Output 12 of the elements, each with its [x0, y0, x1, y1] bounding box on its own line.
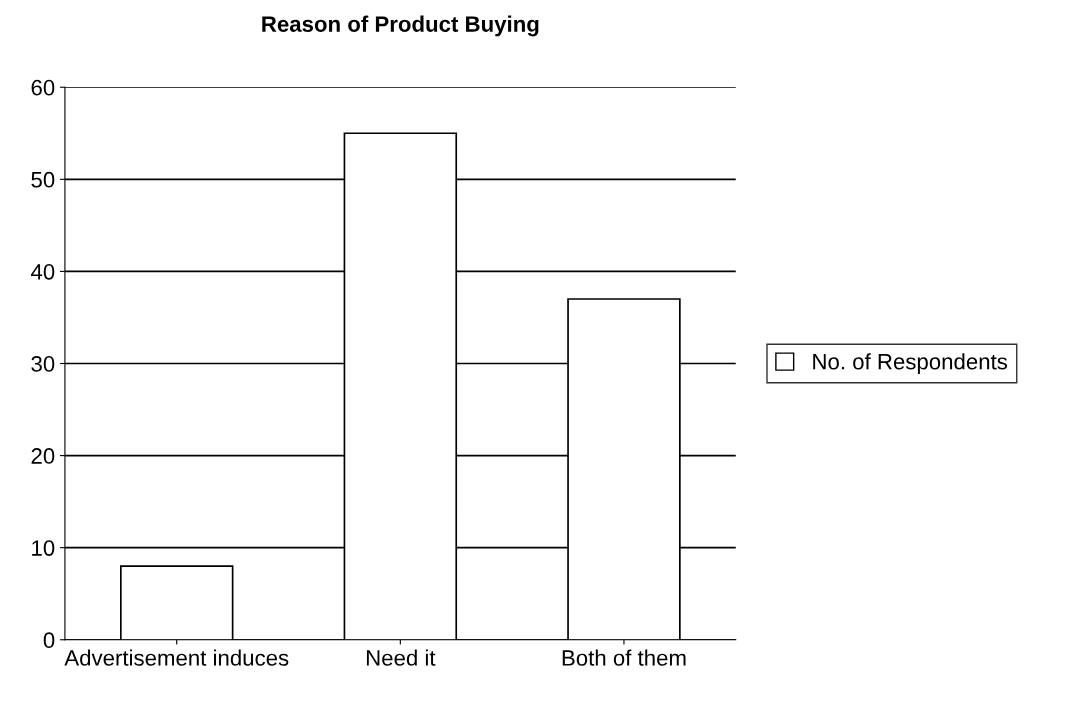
y-tick-label: 30 [31, 356, 55, 372]
chart-title: Reason of Product Buying [262, 15, 539, 37]
x-tick-label: Advertisement induces [64, 649, 289, 666]
legend-label: No. of Respondents [813, 353, 1008, 374]
x-tick-label: Need it [366, 649, 436, 666]
y-tick-label: 0 [43, 632, 55, 649]
y-tick-label: 10 [32, 540, 55, 556]
y-tick-label: 60 [31, 79, 55, 96]
y-tick-label: 40 [30, 263, 55, 280]
y-tick-label: 20 [31, 448, 55, 464]
x-tick-label: Both of them [562, 649, 686, 666]
y-tick-label: 50 [31, 171, 55, 188]
